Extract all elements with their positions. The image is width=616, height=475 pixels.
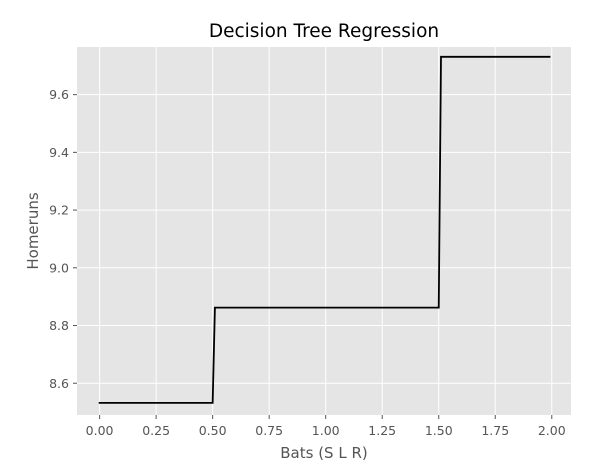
x-axis-ticks: 0.00 0.25 0.50 0.75 1.00 1.25 1.50 1.75 2.00	[86, 415, 566, 438]
y-tick-label: 9.0	[49, 260, 69, 275]
x-tick-label: 1.50	[425, 423, 453, 438]
x-tick-label: 1.25	[368, 423, 396, 438]
x-tick-label: 0.75	[255, 423, 283, 438]
y-tick-label: 9.2	[49, 203, 69, 218]
x-tick-label: 1.00	[312, 423, 340, 438]
x-tick-label: 0.00	[86, 423, 114, 438]
regression-step-line	[98, 55, 551, 404]
y-tick-label: 8.6	[49, 376, 69, 391]
y-tick-label: 9.4	[49, 145, 69, 160]
x-tick-label: 0.25	[142, 423, 170, 438]
chart-title: Decision Tree Regression	[209, 21, 439, 42]
x-tick-label: 1.75	[481, 423, 509, 438]
y-tick-label: 9.6	[49, 87, 69, 102]
y-axis-ticks: 8.6 8.8 9.0 9.2 9.4 9.6	[49, 87, 77, 391]
grid-lines	[77, 47, 571, 415]
plot-background	[77, 47, 571, 415]
x-tick-label: 2.00	[538, 423, 566, 438]
x-axis-label: Bats (S L R)	[280, 444, 368, 462]
y-tick-label: 8.8	[49, 318, 69, 333]
series-layer	[98, 55, 551, 404]
y-axis-label: Homeruns	[24, 192, 42, 269]
x-tick-label: 0.50	[199, 423, 227, 438]
